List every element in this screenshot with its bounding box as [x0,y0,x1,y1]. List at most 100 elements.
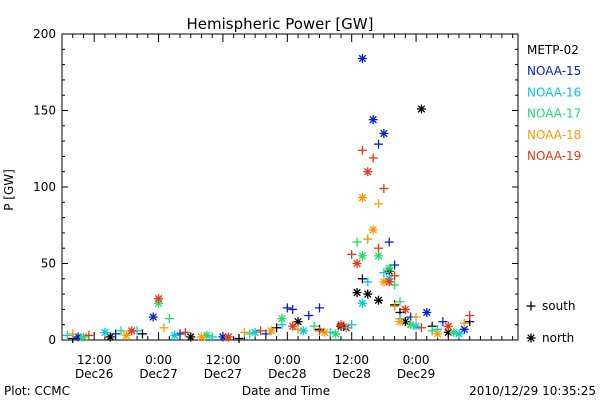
x-tick-label-time: 12:00 [77,353,112,367]
x-axis-label: Date and Time [242,384,330,398]
north-point [416,104,426,114]
y-tick-label: 100 [33,180,56,194]
north-point [363,289,373,299]
plot-frame [61,33,519,341]
north-point [186,332,196,342]
south-point [390,301,400,311]
north-point [336,320,346,330]
north-point [433,329,443,339]
north-point [368,225,378,235]
south-point [352,237,362,247]
south-point [116,326,126,336]
south-point [374,243,384,253]
south-marker-icon [526,301,536,311]
north-point [266,326,276,336]
north-point [384,277,394,287]
legend: METP-02 NOAA-15 NOAA-16 NOAA-17 NOAA-18 NOAA-… [526,43,581,345]
north-point [357,298,367,308]
south-point [84,330,94,340]
north-point [78,332,88,342]
x-tick-label-time: 0:00 [274,353,301,367]
north-point [449,327,459,337]
legend-entry: NOAA-18 [527,128,581,142]
south-point [384,237,394,247]
south-point [347,249,357,259]
marker-legend-label: south [542,299,576,313]
south-point [416,323,426,333]
legend-entry: NOAA-16 [527,85,581,99]
x-tick-label-date: Dec27 [204,367,243,381]
south-point [111,329,121,339]
legend-entry: NOAA-19 [527,149,581,163]
south-point [363,277,373,287]
south-point [374,199,384,209]
south-point [374,139,384,149]
north-point [352,259,362,268]
north-point [320,327,330,337]
north-point [250,327,260,337]
south-point [137,329,147,339]
x-tick-label-date: Dec28 [268,367,307,381]
north-point [277,314,287,324]
legend-entry: NOAA-15 [527,64,581,78]
south-point [357,145,367,155]
footer-credit: Plot: CCMC [4,384,70,398]
south-point [368,153,378,163]
north-point [357,251,367,261]
south-point [347,320,357,330]
north-point [127,326,137,336]
y-tick-label: 150 [33,104,56,118]
south-point [390,271,400,281]
south-point [180,327,190,337]
south-point [68,329,78,339]
north-marker-icon [526,333,536,343]
x-tick-label-time: 12:00 [206,353,241,367]
legend-entry: METP-02 [527,43,579,57]
y-axis: 0 50 100 150 200 [33,27,518,347]
legend-entry: NOAA-17 [527,107,581,121]
north-point [100,327,110,337]
south-point [395,297,405,307]
south-point [234,333,244,343]
south-point [465,311,475,321]
south-point [239,327,249,337]
x-axis: 12:00Dec260:00Dec2712:00Dec270:00Dec2812… [72,34,514,381]
north-point [443,321,453,331]
x-tick-label-date: Dec29 [397,367,436,381]
y-tick-label: 200 [33,27,56,41]
x-tick-label-time: 12:00 [334,353,369,367]
south-point [363,234,373,244]
marker-legend-label: north [542,331,574,345]
south-point [315,303,325,313]
north-point [352,288,362,298]
north-point [357,53,367,63]
south-point [315,326,325,336]
north-point [374,251,384,261]
north-point [218,332,228,342]
south-point [357,274,367,284]
south-point [411,312,421,322]
south-point [159,323,169,333]
chart-title: Hemispheric Power [GW] [187,15,374,33]
south-point [245,329,255,339]
north-point [196,332,206,342]
north-point [395,317,405,327]
x-tick-label-time: 0:00 [403,353,430,367]
north-point [384,263,394,273]
south-point [255,326,265,336]
y-axis-label: P [GW] [2,169,16,211]
north-point [154,294,164,304]
north-point [379,128,389,138]
data-points [62,53,475,343]
north-point [357,193,367,203]
south-point [438,317,448,327]
north-point [363,167,373,177]
north-point [288,321,298,331]
south-point [62,330,72,340]
north-point [148,312,158,322]
south-point [164,314,174,324]
north-point [298,326,308,336]
north-point [368,115,378,125]
south-point [379,268,389,278]
